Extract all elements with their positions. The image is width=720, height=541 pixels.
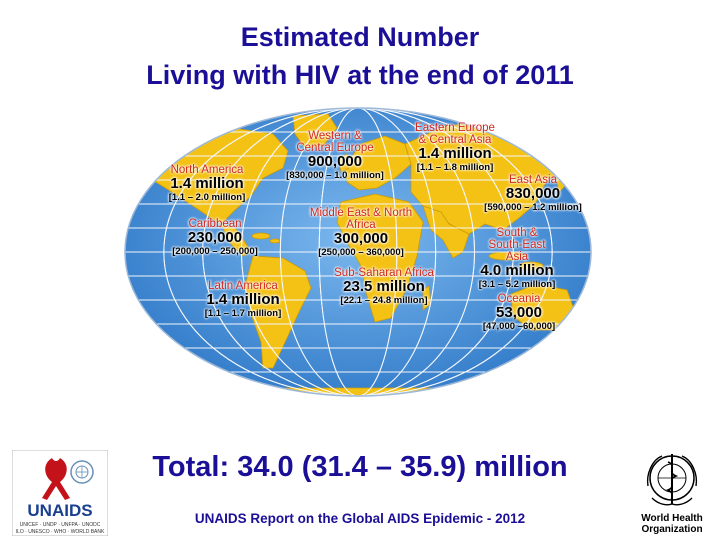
region-name: Caribbean [188, 218, 242, 230]
region-latin-america: Latin America 1.4 million [1.1 – 1.7 mil… [205, 280, 282, 319]
region-value: 1.4 million [170, 175, 244, 192]
region-name: Eastern Europe & Central Asia [415, 122, 495, 146]
continent-greenland [292, 113, 338, 149]
region-range: [3.1 – 5.2 million] [478, 279, 556, 290]
who-logo: World Health Organization [632, 446, 712, 538]
region-eastern-europe-central-asia: Eastern Europe & Central Asia 1.4 millio… [415, 122, 495, 173]
region-value: 300,000 [333, 230, 389, 247]
region-value: 830,000 [505, 185, 561, 202]
graticule [125, 108, 591, 396]
region-range: [47,000 –60,000] [482, 321, 556, 332]
region-east-asia: East Asia 830,000 [590,000 – 1.2 million… [484, 174, 582, 213]
region-range: [830,000 – 1.0 million] [286, 170, 384, 181]
title-line-1: Estimated Number [240, 22, 480, 52]
region-range: [590,000 – 1.2 million] [484, 202, 582, 213]
unaids-logo-sub2: ILO · UNESCO · WHO · WORLD BANK [16, 529, 105, 535]
source-citation: UNAIDS Report on the Global AIDS Epidemi… [194, 511, 526, 526]
continent-africa [336, 193, 424, 323]
region-name: South & South-East Asia [488, 227, 546, 263]
region-value: 230,000 [187, 229, 243, 246]
region-oceania: Oceania 53,000 [47,000 –60,000] [483, 293, 555, 332]
region-value: 53,000 [496, 304, 542, 321]
region-name: East Asia [509, 174, 557, 186]
unaids-logo: UNAIDS UNICEF · UNDP · UNFPA · UNODC ILO… [11, 449, 109, 537]
region-name: Western & Central Europe [296, 130, 374, 154]
who-logo-line-2: Organization [641, 524, 703, 535]
region-south-southeast-asia: South & South-East Asia 4.0 million [3.1… [479, 227, 556, 290]
region-range: [1.1 – 1.7 million] [204, 308, 282, 319]
region-name: Sub-Saharan Africa [334, 267, 434, 279]
region-name: Middle East & North Africa [309, 207, 413, 231]
region-range: [200,000 – 250,000] [172, 246, 258, 257]
region-value: 4.0 million [480, 262, 554, 279]
region-value: 23.5 million [343, 278, 425, 295]
region-range: [250,000 – 360,000] [318, 247, 404, 258]
region-name: North America [170, 164, 244, 176]
unaids-logo-text: UNAIDS [27, 501, 92, 520]
title-line-2: Living with HIV at the end of 2011 [146, 60, 574, 90]
continent-south-america [244, 255, 312, 369]
world-map-graphic [124, 107, 592, 397]
region-range: [1.1 – 1.8 million] [416, 162, 494, 173]
total-estimate: Total: 34.0 (31.4 – 35.9) million [152, 451, 568, 483]
region-sub-saharan-africa: Sub-Saharan Africa 23.5 million [22.1 – … [334, 267, 434, 306]
who-emblem-icon [646, 454, 698, 506]
who-logo-line-1: World Health [641, 513, 703, 524]
region-caribbean: Caribbean 230,000 [200,000 – 250,000] [172, 218, 258, 257]
region-range: [22.1 – 24.8 million] [340, 295, 428, 306]
unaids-logo-sub1: UNICEF · UNDP · UNFPA · UNODC [20, 522, 101, 528]
continent-europe [344, 135, 412, 191]
region-name: Oceania [497, 293, 541, 305]
region-value: 900,000 [307, 153, 363, 170]
region-range: [1.1 – 2.0 million] [168, 192, 246, 203]
region-value: 1.4 million [206, 291, 280, 308]
region-name: Latin America [208, 280, 278, 292]
region-middle-east-north-africa: Middle East & North Africa 300,000 [250,… [310, 207, 412, 258]
region-western-central-europe: Western & Central Europe 900,000 [830,00… [286, 130, 384, 181]
world-map: Western & Central Europe 900,000 [830,00… [123, 106, 593, 398]
region-value: 1.4 million [418, 145, 492, 162]
region-north-america: North America 1.4 million [1.1 – 2.0 mil… [169, 164, 246, 203]
